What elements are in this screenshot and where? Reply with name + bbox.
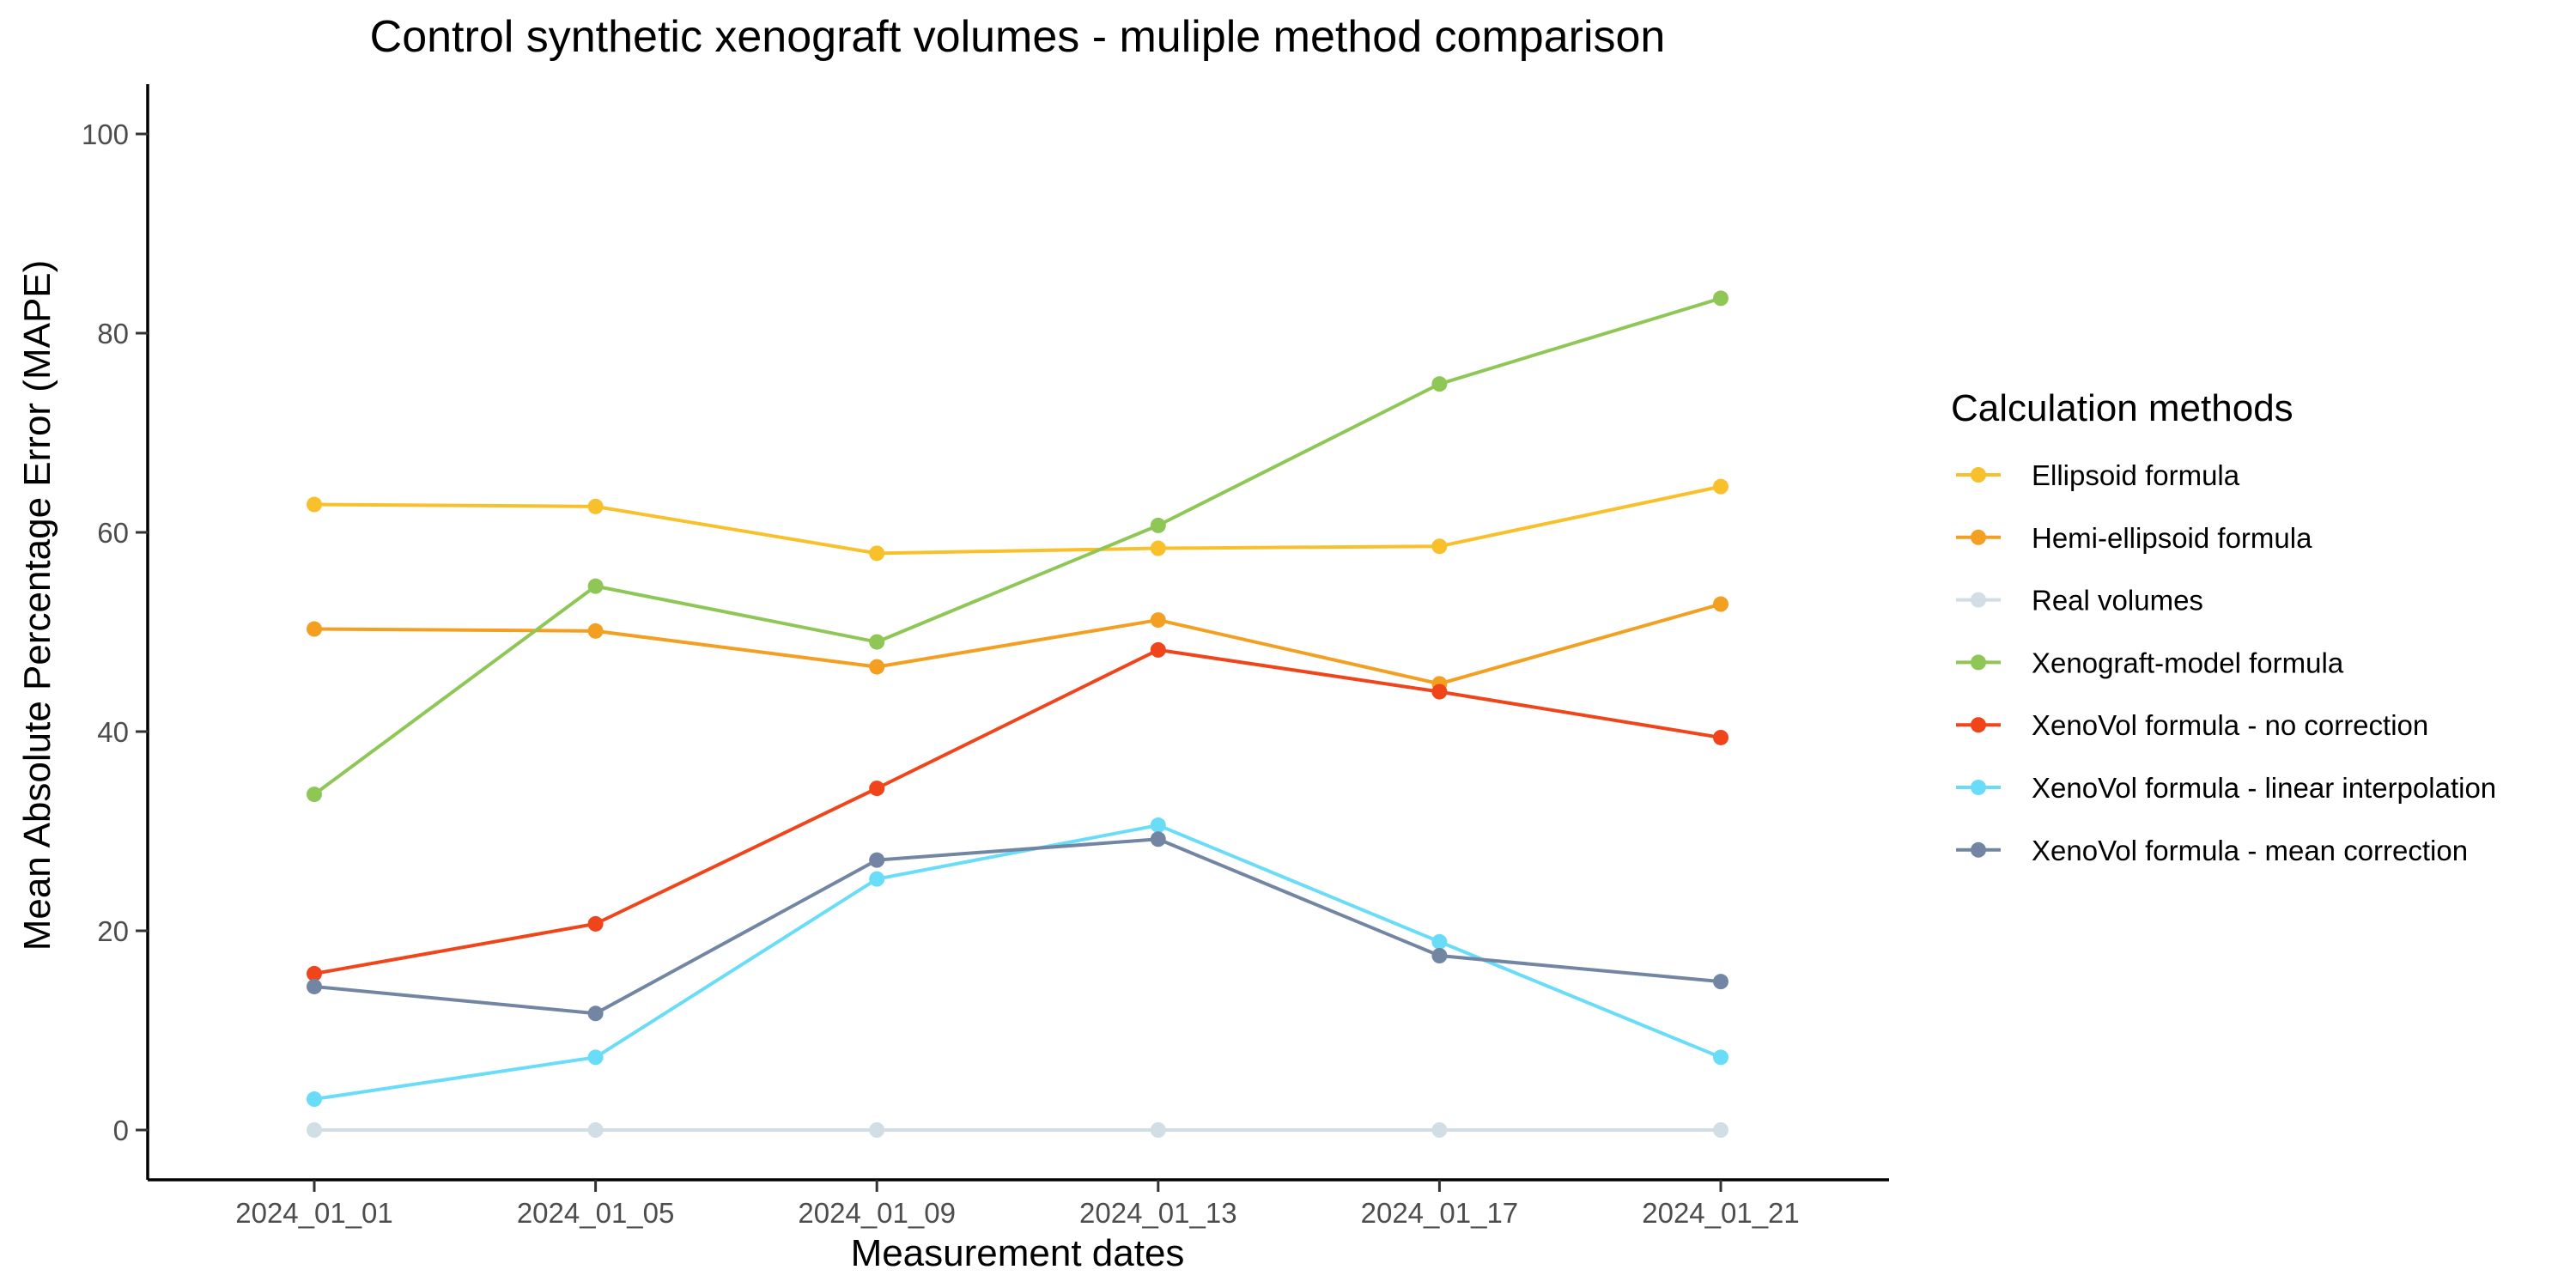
data-point: [307, 787, 322, 803]
y-axis: 0 20 40 60 80 100: [82, 84, 149, 1180]
series-line: [313, 837, 1722, 1016]
data-point: [1150, 817, 1166, 834]
series-group: [307, 831, 1728, 1022]
data-point: [1431, 1122, 1448, 1138]
data-point: [1150, 641, 1166, 658]
data-point: [307, 496, 322, 513]
data-point: [1150, 517, 1166, 533]
data-point: [307, 965, 322, 981]
legend-item: XenoVol formula - no correction: [1956, 709, 2428, 741]
x-axis-title: Measurement dates: [851, 1232, 1185, 1274]
y-tick-label: 20: [97, 915, 129, 947]
data-point: [1431, 683, 1448, 700]
data-point: [1713, 1049, 1728, 1066]
x-tick-label: 2024_01_13: [1079, 1197, 1237, 1229]
legend-label: XenoVol formula - linear interpolation: [2032, 772, 2496, 804]
data-point: [1431, 376, 1448, 392]
legend-key-point: [1971, 717, 1986, 733]
legend-item: Ellipsoid formula: [1956, 459, 2240, 491]
data-point: [869, 871, 885, 887]
series-group: [307, 641, 1728, 981]
y-tick-label: 80: [97, 318, 129, 349]
legend-item: Xenograft-model formula: [1956, 647, 2344, 678]
legend-key-point: [1971, 780, 1986, 795]
legend-label: Ellipsoid formula: [2032, 459, 2240, 491]
data-point: [869, 852, 885, 868]
legend-label: XenoVol formula - mean correction: [2032, 835, 2468, 866]
legend-item: Hemi-ellipsoid formula: [1956, 522, 2312, 554]
data-point: [1150, 1122, 1166, 1138]
legend-label: Hemi-ellipsoid formula: [2032, 522, 2312, 554]
data-point: [1713, 729, 1728, 745]
data-point: [1150, 831, 1166, 848]
x-tick-label: 2024_01_05: [517, 1197, 675, 1229]
legend-item: XenoVol formula - mean correction: [1956, 835, 2468, 866]
series-group: [307, 290, 1728, 803]
data-point: [1713, 478, 1728, 495]
legend-title: Calculation methods: [1951, 387, 2293, 429]
legend-key-point: [1971, 654, 1986, 671]
legend-key-point: [1971, 467, 1986, 483]
data-point: [587, 578, 604, 594]
data-point: [1713, 974, 1728, 990]
data-point: [1713, 1122, 1728, 1138]
x-axis: 2024_01_01 2024_01_05 2024_01_09 2024_01_13…: [148, 1178, 1889, 1229]
chart-title: Control synthetic xenograft volumes - mu…: [370, 12, 1666, 62]
series-line: [313, 296, 1722, 796]
series-group: [307, 1122, 1728, 1138]
plot-series: [307, 290, 1728, 1138]
data-point: [307, 978, 322, 994]
legend-key-point: [1971, 529, 1986, 545]
series-line: [313, 484, 1722, 556]
data-point: [1431, 948, 1448, 963]
legend-key-point: [1971, 841, 1986, 858]
x-tick-label: 2024_01_17: [1361, 1197, 1519, 1229]
data-point: [587, 1005, 604, 1022]
legend-label: Real volumes: [2032, 585, 2203, 617]
legend-items: Ellipsoid formula Hemi-ellipsoid formula R…: [1956, 459, 2496, 866]
y-tick-label: 0: [113, 1115, 129, 1146]
data-point: [869, 1122, 885, 1138]
x-tick-label: 2024_01_09: [798, 1197, 956, 1229]
y-axis-title: Mean Absolute Percentage Error (MAPE): [16, 260, 58, 951]
data-point: [307, 621, 322, 637]
data-point: [587, 1049, 604, 1066]
y-tick-label: 60: [97, 517, 129, 549]
data-point: [1713, 290, 1728, 307]
x-tick-label: 2024_01_21: [1642, 1197, 1800, 1229]
data-point: [869, 634, 885, 650]
data-point: [587, 915, 604, 932]
y-tick-label: 40: [97, 716, 129, 748]
legend-item: Real volumes: [1956, 585, 2203, 617]
data-point: [1150, 612, 1166, 629]
data-point: [587, 623, 604, 639]
data-point: [1713, 596, 1728, 612]
data-point: [1431, 933, 1448, 950]
series-line: [313, 602, 1722, 686]
data-point: [307, 1122, 322, 1138]
data-point: [307, 1091, 322, 1108]
data-point: [1431, 538, 1448, 555]
legend-key-point: [1971, 592, 1986, 608]
x-tick-label: 2024_01_01: [235, 1197, 393, 1229]
series-group: [307, 478, 1728, 562]
data-point: [869, 781, 885, 797]
legend-label: XenoVol formula - no correction: [2032, 709, 2428, 741]
data-point: [587, 498, 604, 514]
legend-label: Xenograft-model formula: [2032, 647, 2344, 678]
legend-item: XenoVol formula - linear interpolation: [1956, 772, 2496, 804]
series-line: [313, 647, 1722, 975]
legend: Calculation methods Ellipsoid formula Hem…: [1951, 387, 2496, 866]
data-point: [869, 659, 885, 675]
data-point: [869, 545, 885, 562]
data-point: [1150, 540, 1166, 556]
y-tick-label: 100: [82, 118, 129, 150]
data-point: [587, 1122, 604, 1138]
